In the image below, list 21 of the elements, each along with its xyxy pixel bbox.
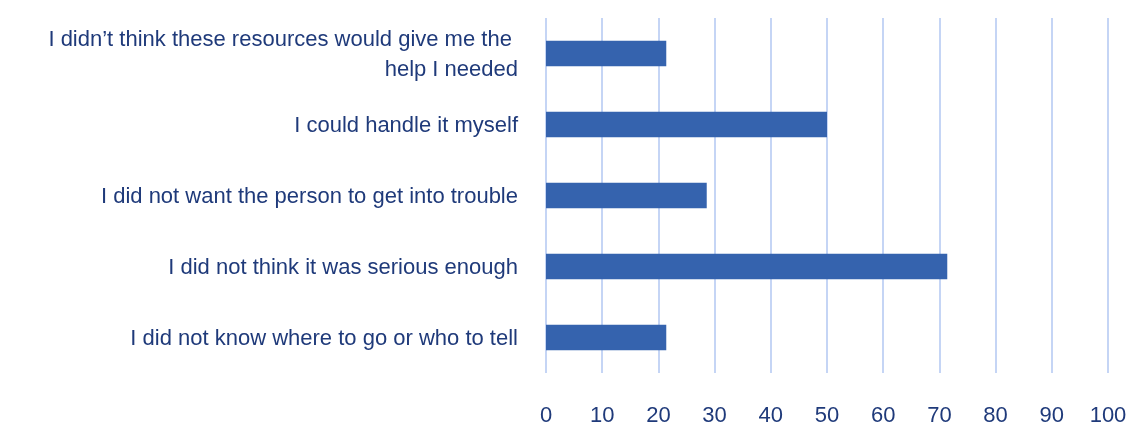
x-tick-label: 100 — [1089, 401, 1127, 427]
x-tick-label: 30 — [702, 401, 727, 427]
y-tick-label: I did not know where to go or who to tell — [130, 325, 518, 350]
bar — [546, 40, 667, 67]
y-tick-label: I did not want the person to get into trouble — [100, 183, 518, 208]
x-tick-label: 40 — [758, 401, 784, 427]
x-tick-label: 60 — [870, 401, 896, 427]
bar — [546, 253, 948, 280]
x-tick-label: 20 — [646, 401, 671, 427]
x-tick-label: 70 — [927, 401, 952, 427]
x-tick-label: 50 — [814, 401, 840, 427]
x-tick-label: 10 — [589, 401, 615, 427]
x-tick-label: 90 — [1039, 401, 1065, 427]
y-tick-label: I could handle it myself — [294, 112, 519, 137]
y-tick-label: I did not think it was serious enough — [168, 254, 518, 279]
x-tick-label: 80 — [983, 401, 1008, 427]
y-tick-label: I didn’t think these resources would give me the help I needed — [48, 26, 518, 81]
x-tick-label: 0 — [539, 401, 553, 427]
bar — [546, 324, 667, 351]
bar — [546, 111, 827, 138]
bar — [546, 182, 707, 209]
